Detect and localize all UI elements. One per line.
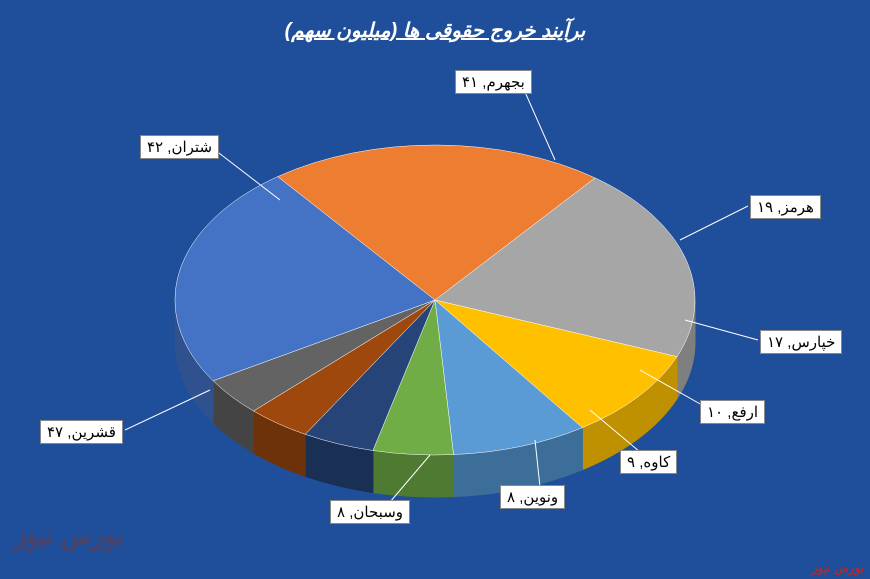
pie-svg — [0, 0, 870, 579]
slice-label: وسبحان, ۸ — [330, 500, 410, 524]
slice-label: هرمز, ۱۹ — [750, 195, 821, 219]
pie-chart — [0, 0, 870, 579]
slice-label: خپارس, ۱۷ — [760, 330, 842, 354]
slice-label: بجهرم, ۴۱ — [455, 70, 532, 94]
watermark-left: بورس نیوز — [14, 518, 124, 551]
slice-label: ارفع, ۱۰ — [700, 400, 765, 424]
watermark-right: بورس نیوز — [812, 561, 864, 575]
slice-label: قشرین, ۴۷ — [40, 420, 123, 444]
slice-label: ونوین, ۸ — [500, 485, 565, 509]
slice-label: کاوه, ۹ — [620, 450, 677, 474]
slice-label: شتران, ۴۲ — [140, 135, 219, 159]
